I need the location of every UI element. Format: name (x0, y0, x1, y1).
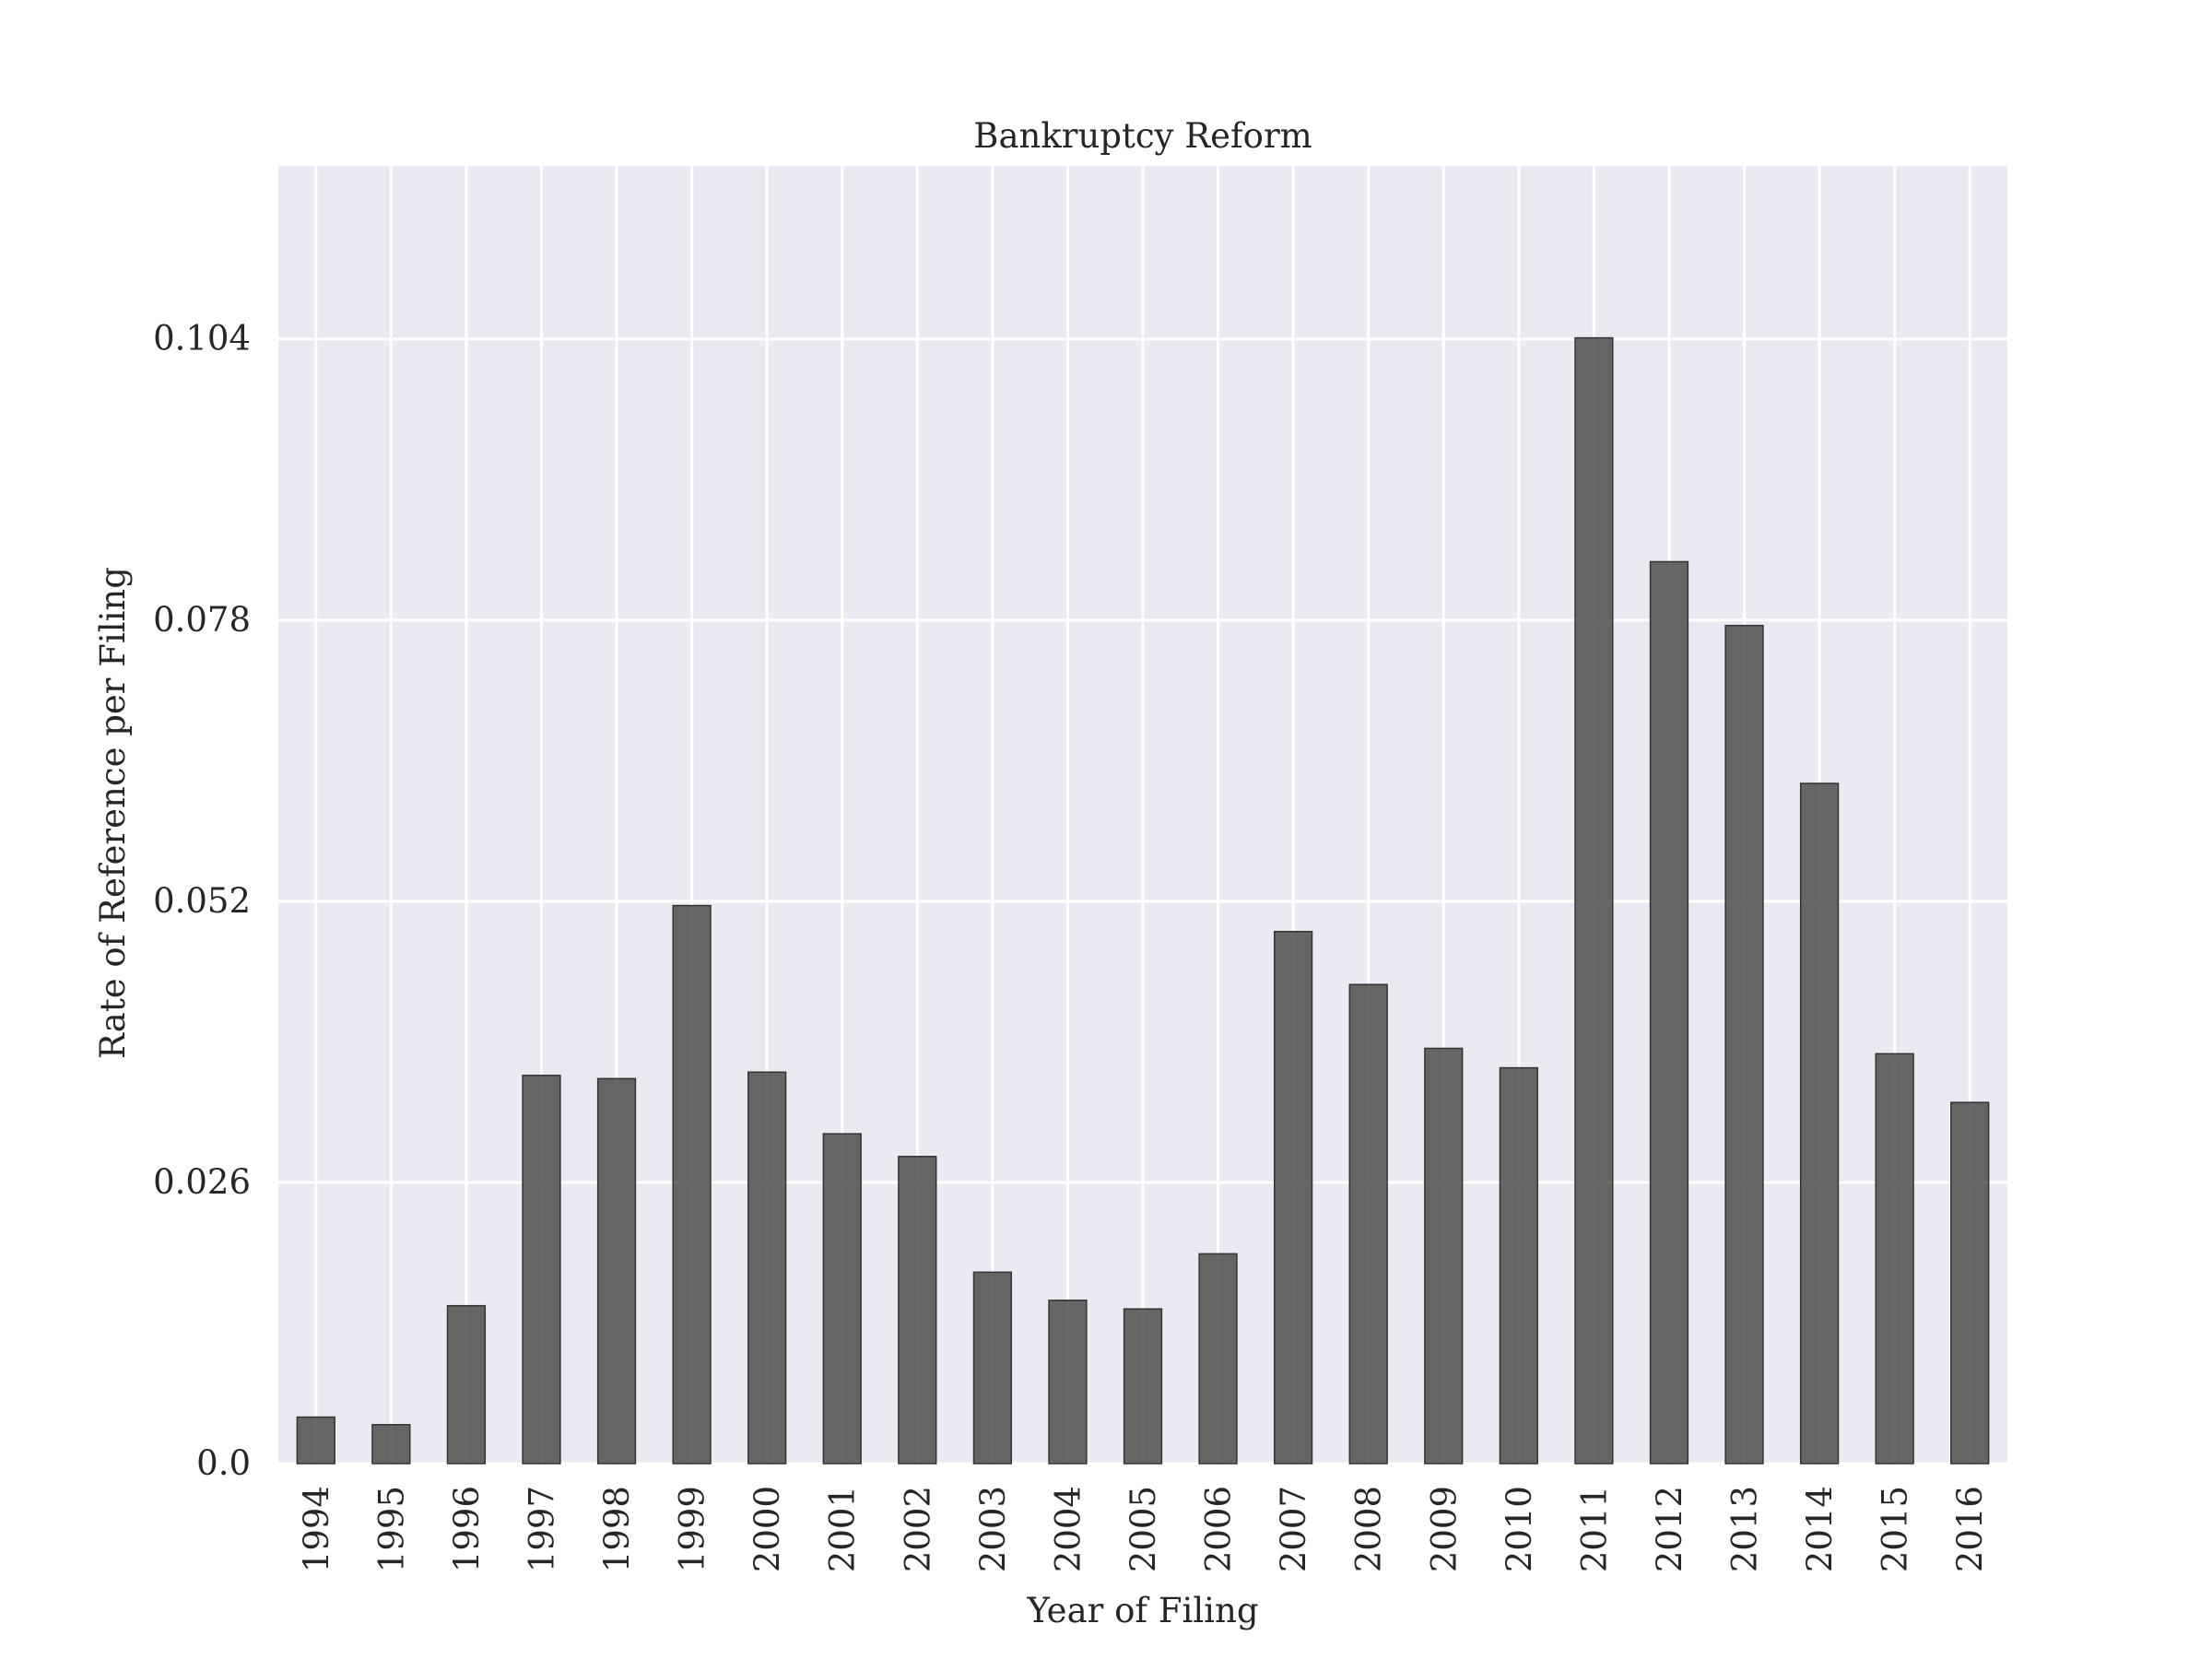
x-tick-label: 2002 (898, 1486, 937, 1572)
x-tick-label: 2012 (1650, 1486, 1689, 1572)
bar-2003 (972, 1271, 1013, 1465)
bar-1998 (596, 1077, 637, 1465)
bar-2016 (1950, 1101, 1990, 1465)
bar-2015 (1875, 1053, 1914, 1465)
x-tick-label: 1998 (597, 1486, 637, 1572)
x-tick-label: 2006 (1199, 1486, 1239, 1572)
x-tick-label: 2009 (1424, 1486, 1464, 1572)
y-tick-label: 0.052 (153, 881, 251, 921)
bars (296, 336, 1990, 1465)
y-tick-labels: 0.0 0.026 0.052 0.078 0.104 (153, 319, 251, 1483)
x-tick-label: 2013 (1725, 1486, 1765, 1572)
x-tick-label: 2016 (1950, 1486, 1990, 1572)
x-tick-label: 1999 (673, 1486, 712, 1572)
x-tick-label: 2014 (1800, 1486, 1840, 1572)
bar-2001 (822, 1133, 862, 1465)
bar-1997 (522, 1075, 561, 1465)
y-tick-label: 0.0 (196, 1443, 251, 1483)
bar-2002 (898, 1156, 937, 1465)
bar-2008 (1348, 983, 1388, 1465)
bar-2014 (1799, 782, 1840, 1465)
x-tick-label: 2005 (1124, 1486, 1163, 1572)
y-tick-label: 0.026 (153, 1162, 251, 1202)
x-tick-label: 2008 (1349, 1486, 1389, 1572)
y-tick-label: 0.104 (153, 319, 251, 359)
x-tick-label: 2010 (1500, 1486, 1539, 1572)
bar-2010 (1499, 1066, 1538, 1465)
bar-2006 (1198, 1253, 1238, 1465)
x-tick-label: 2011 (1574, 1486, 1614, 1572)
x-tick-label: 1994 (297, 1486, 336, 1572)
bar-2005 (1123, 1308, 1163, 1465)
x-tick-label: 2001 (823, 1486, 863, 1572)
bar-1999 (672, 904, 712, 1465)
bar-2000 (747, 1071, 787, 1465)
x-tick-label: 2004 (1048, 1486, 1088, 1572)
bar-2009 (1424, 1047, 1464, 1465)
bar-1996 (446, 1304, 487, 1465)
x-tick-label: 1995 (371, 1486, 411, 1572)
x-tick-label: 1997 (522, 1486, 561, 1572)
bar-2007 (1273, 930, 1313, 1465)
x-tick-label: 2003 (973, 1486, 1013, 1572)
x-tick-label: 1996 (447, 1486, 487, 1572)
bar-2011 (1574, 336, 1614, 1465)
x-axis-label: Year of Filing (1026, 1591, 1258, 1630)
y-tick-label: 0.078 (153, 600, 251, 640)
bar-1994 (296, 1416, 335, 1465)
bar-2013 (1724, 624, 1764, 1465)
x-tick-label: 2015 (1876, 1486, 1915, 1572)
x-tick-labels: 1994 1995 1996 1997 1998 1999 2000 2001 2002 2003… (297, 1486, 1990, 1572)
chart-title: Bankruptcy Reform (973, 116, 1312, 156)
bar-2012 (1649, 560, 1689, 1465)
x-tick-label: 2000 (747, 1486, 787, 1572)
bar-1995 (371, 1424, 411, 1465)
bar-2004 (1048, 1300, 1088, 1465)
y-axis-label: Rate of Reference per Filing (93, 567, 133, 1059)
x-tick-label: 2007 (1274, 1486, 1313, 1572)
